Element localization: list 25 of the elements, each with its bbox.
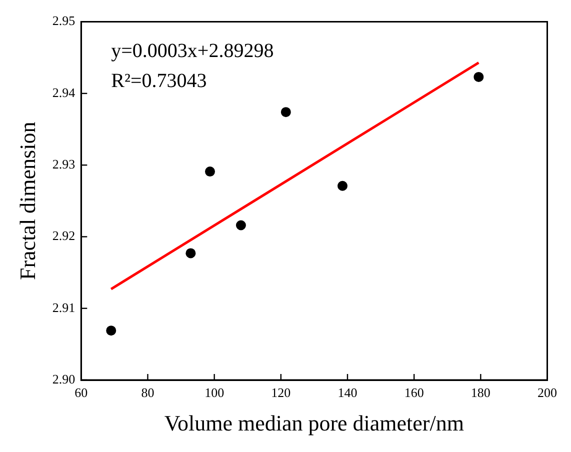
point: [236, 220, 246, 230]
x-tick-label: 60: [74, 385, 88, 400]
x-axis-title: Volume median pore diameter/nm: [164, 410, 464, 436]
x-tick-label: 100: [204, 385, 224, 400]
point: [186, 248, 196, 258]
x-tick-label: 160: [404, 385, 424, 400]
y-tick-label: 2.95: [52, 13, 76, 28]
annotation: R²=0.73043: [111, 70, 207, 92]
point: [280, 107, 291, 118]
point: [338, 180, 348, 191]
y-tick-label: 2.92: [52, 228, 76, 244]
x-tick-label: 200: [538, 385, 557, 400]
y-axis-title: Fractal dimension: [14, 122, 40, 280]
y-tick-label: 2.90: [52, 371, 76, 386]
x-tick-label: 80: [141, 385, 154, 400]
x-tick-label: 120: [271, 385, 291, 400]
x-tick-label: 140: [338, 385, 358, 400]
y-tick-label: 2.93: [52, 156, 76, 172]
point: [474, 72, 484, 82]
annotation: y=0.0003x+2.89298: [111, 40, 274, 62]
point: [204, 166, 215, 177]
x-tick-label: 180: [470, 385, 490, 400]
y-tick-label: 2.91: [52, 300, 76, 315]
point: [106, 326, 116, 336]
y-tick-label: 2.94: [52, 84, 76, 100]
